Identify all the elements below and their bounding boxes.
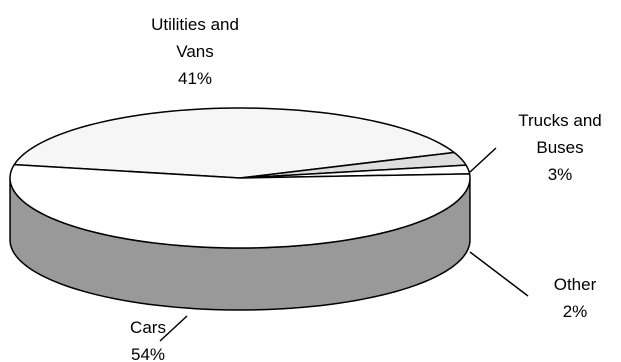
- slice-label-2-0: Other: [554, 275, 597, 294]
- slice-percent-1: 3%: [548, 165, 573, 184]
- slice-percent-2: 2%: [563, 302, 588, 321]
- pie-slice-1: [239, 151, 467, 179]
- slice-label-0-1: Vans: [176, 42, 214, 61]
- slice-label-0-0: Utilities and: [151, 15, 239, 34]
- leader-line-2: [469, 251, 529, 297]
- pie-slice-3: [9, 163, 471, 249]
- slice-percent-0: 41%: [178, 69, 212, 88]
- leader-line-3: [159, 315, 188, 342]
- slice-percent-3: 54%: [131, 345, 165, 362]
- slice-label-1-1: Buses: [536, 138, 583, 157]
- slice-label-1-0: Trucks and: [518, 111, 601, 130]
- leader-line-1: [469, 147, 497, 173]
- pie-slice-0: [13, 107, 455, 179]
- slice-label-3-0: Cars: [130, 318, 166, 337]
